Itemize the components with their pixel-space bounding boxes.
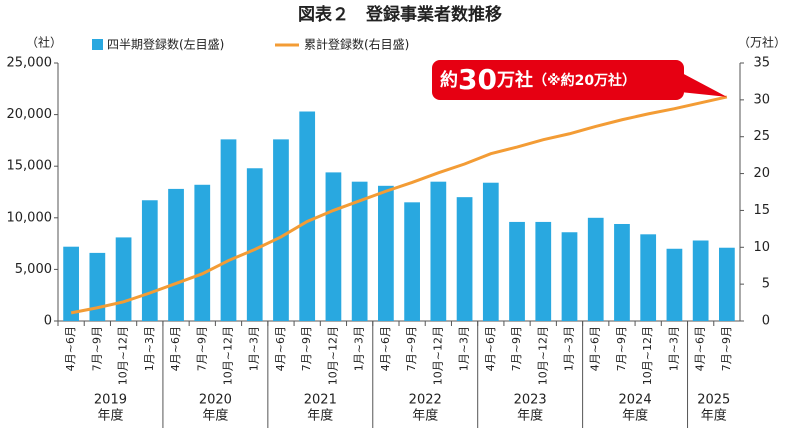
year-label: 2023 [514, 393, 547, 408]
bar [299, 111, 316, 321]
y2-tick-label: 25 [753, 129, 770, 144]
bar [273, 139, 289, 321]
bar [220, 139, 237, 321]
x-tick-label: 7月~9月 [615, 326, 628, 371]
legend-label: 累計登録数(右目盛) [304, 37, 409, 52]
x-tick-label: 4月~6月 [64, 326, 77, 371]
x-tick-label: 1月~3月 [143, 326, 156, 371]
year-label: 2020 [199, 393, 232, 408]
y-tick-label: 0 [44, 314, 52, 329]
chart-title: 図表２ 登録事業者数推移 [298, 4, 502, 25]
bar [351, 181, 368, 321]
bar [194, 184, 211, 321]
x-tick-label: 1月~3月 [248, 326, 261, 371]
annotation-part: （※約20万社） [533, 72, 636, 89]
annotation: 約30万社（※約20万社） [440, 63, 636, 96]
year-suffix: 年度 [97, 408, 123, 424]
legend-swatch [92, 39, 103, 50]
bar [168, 188, 184, 321]
x-tick-label: 7月~9月 [195, 326, 208, 371]
x-tick-label: 7月~9月 [90, 326, 103, 371]
year-suffix: 年度 [517, 408, 543, 424]
y-axis-label: （社） [26, 35, 62, 50]
year-label: 2021 [304, 393, 337, 408]
annotation-part: 万社 [496, 69, 533, 91]
x-tick-label: 10月~12月 [536, 326, 549, 385]
year-suffix: 年度 [412, 408, 438, 424]
x-tick-label: 7月~9月 [300, 326, 313, 371]
y2-tick-label: 5 [762, 277, 770, 292]
bar [430, 181, 447, 321]
x-tick-label: 7月~9月 [720, 326, 733, 371]
year-label: 2025 [697, 393, 730, 408]
bar [482, 182, 499, 321]
bar [141, 200, 158, 321]
y2-tick-label: 0 [762, 314, 770, 329]
x-tick-label: 10月~12月 [222, 326, 235, 385]
bar [666, 248, 683, 321]
x-tick-label: 4月~6月 [694, 326, 707, 371]
annotation-part: 約 [440, 69, 458, 91]
x-tick-label: 4月~6月 [169, 326, 182, 371]
x-tick-label: 10月~12月 [641, 326, 654, 385]
y2-tick-label: 35 [753, 56, 770, 71]
bar [535, 221, 552, 321]
year-suffix: 年度 [622, 408, 648, 424]
bar [719, 247, 735, 321]
bar [614, 223, 630, 321]
annotation-part: 30 [458, 63, 497, 96]
year-suffix: 年度 [202, 408, 228, 424]
x-tick-label: 1月~3月 [563, 326, 576, 371]
y-tick-label: 5,000 [15, 262, 52, 277]
y-tick-label: 25,000 [7, 56, 53, 71]
x-tick-label: 7月~9月 [510, 326, 523, 371]
bar [640, 234, 657, 321]
x-tick-label: 1月~3月 [353, 326, 366, 371]
bar [509, 221, 525, 321]
annotation-box [432, 60, 684, 100]
x-tick-label: 4月~6月 [274, 326, 287, 371]
y2-tick-label: 10 [753, 240, 770, 255]
bar [692, 240, 709, 321]
x-tick-label: 4月~6月 [379, 326, 392, 371]
x-tick-label: 4月~6月 [484, 326, 497, 371]
y-tick-label: 20,000 [7, 107, 53, 122]
x-tick-label: 10月~12月 [117, 326, 130, 385]
year-suffix: 年度 [701, 408, 727, 424]
y2-tick-label: 20 [753, 166, 770, 181]
y-tick-label: 10,000 [7, 210, 53, 225]
year-label: 2022 [409, 393, 442, 408]
annotation-pointer [680, 72, 727, 97]
bar [456, 197, 473, 321]
year-label: 2019 [94, 393, 127, 408]
y2-axis-label: （万社） [738, 35, 786, 50]
x-tick-label: 10月~12月 [431, 326, 444, 385]
bar [89, 252, 106, 321]
x-tick-label: 1月~3月 [667, 326, 680, 371]
y-tick-label: 15,000 [7, 159, 53, 174]
bar [561, 232, 578, 321]
x-tick-label: 1月~3月 [458, 326, 471, 371]
bar [587, 217, 604, 321]
year-suffix: 年度 [307, 408, 333, 424]
y2-tick-label: 15 [753, 203, 770, 218]
x-tick-label: 7月~9月 [405, 326, 418, 371]
line [70, 95, 728, 315]
year-label: 2024 [619, 393, 652, 408]
bar [246, 168, 263, 321]
bar [63, 246, 79, 321]
bar [115, 237, 132, 321]
bar [378, 185, 394, 321]
legend-label: 四半期登録数(左目盛) [107, 37, 224, 52]
x-tick-label: 4月~6月 [589, 326, 602, 371]
bar [404, 202, 420, 321]
x-tick-label: 10月~12月 [326, 326, 339, 385]
y2-tick-label: 30 [753, 92, 770, 107]
bar [325, 172, 342, 321]
